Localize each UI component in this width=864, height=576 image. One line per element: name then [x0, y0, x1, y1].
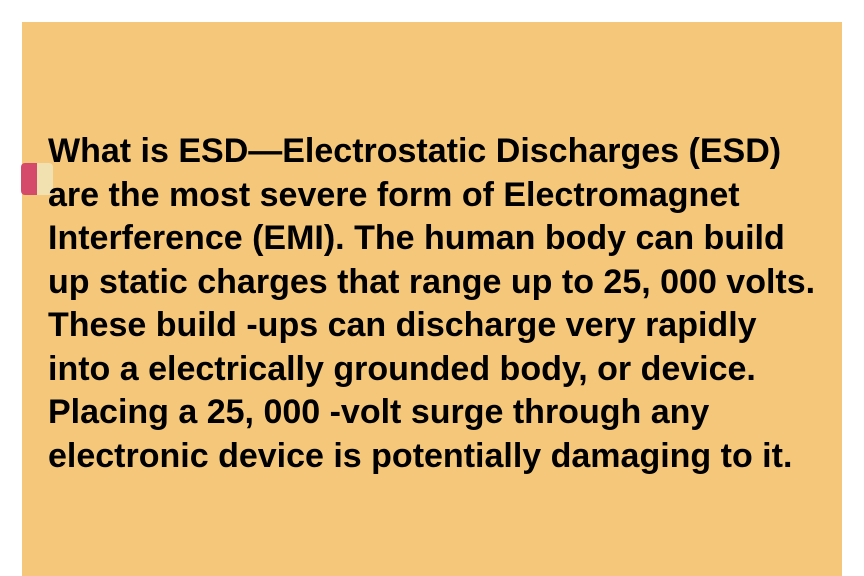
body-text: What is ESD—Electrostatic Discharges (ES… — [48, 130, 822, 478]
slide: What is ESD—Electrostatic Discharges (ES… — [0, 0, 864, 576]
slide-inner: What is ESD—Electrostatic Discharges (ES… — [22, 22, 842, 576]
